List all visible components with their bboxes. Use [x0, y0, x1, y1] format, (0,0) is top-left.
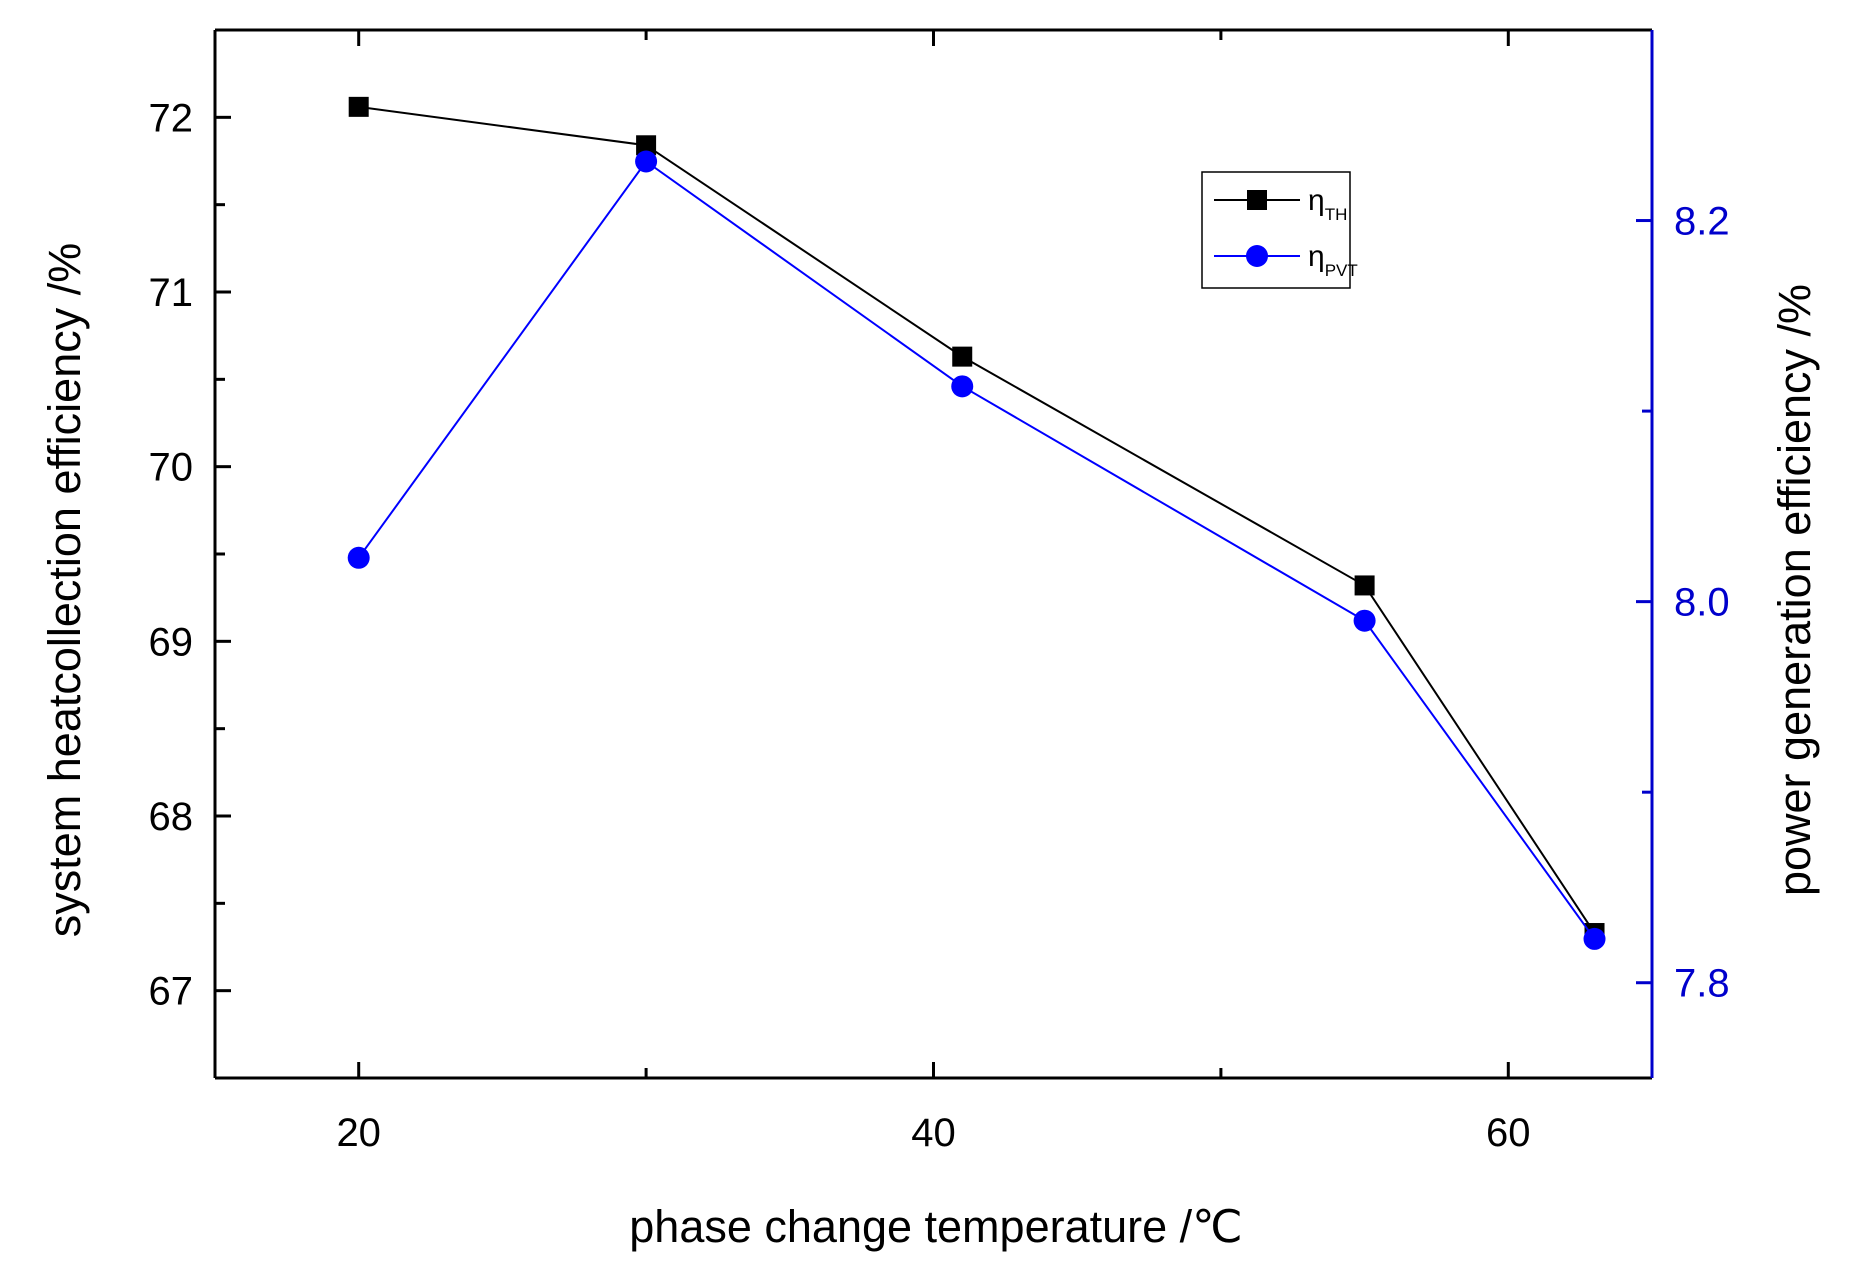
x-tick-label: 60: [1486, 1111, 1531, 1155]
left-y-tick-label: 72: [149, 96, 194, 140]
legend-label-pvt: ηPVT: [1308, 240, 1358, 280]
x-tick-label: 40: [911, 1111, 956, 1155]
right-y-tick-label: 8.0: [1674, 581, 1730, 625]
legend-item-pvt: ηPVT: [1214, 240, 1358, 280]
left-y-tick-label: 67: [149, 970, 194, 1014]
left-y-tick-label: 71: [149, 271, 194, 315]
legend-label-th: ηTH: [1308, 184, 1347, 224]
legend-marker-pvt: [1246, 245, 1268, 267]
legend-label-th-subscript: TH: [1325, 205, 1348, 224]
data-point-pvt: [1353, 609, 1376, 632]
right-y-tick-label: 8.2: [1674, 200, 1730, 244]
data-point-th: [952, 346, 973, 367]
series-line-pvt: [357, 160, 1596, 940]
legend-marker-th: [1247, 190, 1267, 210]
series-pvt: [347, 150, 1606, 950]
series-line-th: [358, 105, 1596, 934]
data-point-pvt: [635, 150, 658, 173]
legend-label-pvt-subscript: PVT: [1325, 261, 1358, 280]
left-y-axis-title: system heatcollection efficiency /%: [39, 243, 90, 938]
x-axis-title: phase change temperature /℃: [629, 1201, 1242, 1252]
right-y-tick-label: 7.8: [1674, 962, 1730, 1006]
legend-label-th-symbol: η: [1308, 184, 1325, 217]
data-point-pvt: [1583, 927, 1606, 950]
data-point-pvt: [347, 546, 370, 569]
axes-group: 20 40 60 67 68 69 70 71 72 7.8 8.0 8.2: [149, 28, 1730, 1155]
legend-frame: [1201, 171, 1351, 289]
data-point-pvt: [951, 375, 974, 398]
series-group: [347, 96, 1606, 950]
data-point-th: [1354, 575, 1375, 596]
left-y-tick-label: 70: [149, 446, 194, 490]
series-th: [348, 96, 1605, 944]
right-y-axis-title: power generation efficiency /%: [1769, 284, 1820, 896]
data-point-th: [348, 96, 369, 117]
left-y-tick-label: 69: [149, 620, 194, 664]
legend-item-th: ηTH: [1214, 184, 1347, 224]
legend-label-pvt-symbol: η: [1308, 240, 1325, 273]
data-point-th: [636, 135, 657, 156]
x-tick-label: 20: [336, 1111, 381, 1155]
legend: ηTH ηPVT: [1201, 171, 1358, 289]
left-y-tick-label: 68: [149, 795, 194, 839]
